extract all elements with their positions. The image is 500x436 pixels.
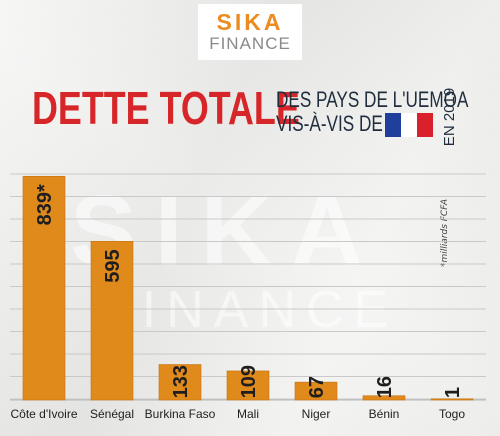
category-label-5: Bénin (369, 407, 400, 421)
category-label-6: Togo (439, 407, 465, 421)
bar-4 (294, 381, 338, 401)
france-flag-icon (385, 113, 433, 137)
watermark-subtext: FINANCE (100, 281, 399, 339)
bar-3 (226, 370, 270, 401)
value-label-0: 839* (34, 184, 56, 225)
category-label-1: Sénégal (90, 407, 134, 421)
flag-white-stripe (401, 113, 417, 137)
chart-subtitle-line1: DES PAYS DE L'UEMOA (276, 87, 469, 112)
sika-finance-logo: SIKA FINANCE (198, 4, 302, 60)
chart-title: DETTE TOTALE (32, 82, 300, 134)
value-label-4: 67 (306, 376, 328, 398)
value-label-2: 133 (170, 365, 192, 398)
category-label-2: Burkina Faso (145, 407, 216, 421)
value-label-5: 16 (374, 376, 396, 398)
flag-red-stripe (417, 113, 433, 137)
logo-name: SIKA (216, 9, 284, 35)
bar-5 (362, 395, 406, 401)
value-labels: 839* 595 133 109 67 16 1 (34, 184, 464, 398)
bar-2 (158, 364, 202, 401)
bars (22, 175, 474, 401)
category-label-3: Mali (237, 407, 259, 421)
category-label-4: Niger (302, 407, 331, 421)
category-label-0: Côte d'Ivoire (11, 407, 78, 421)
bar-1 (90, 241, 134, 401)
bar-6 (430, 398, 474, 401)
logo-subname: FINANCE (209, 34, 291, 53)
category-labels: Côte d'Ivoire Sénégal Burkina Faso Mali Nige… (11, 407, 466, 421)
flag-blue-stripe (385, 113, 401, 137)
value-label-6: 1 (442, 387, 464, 398)
bar-0 (22, 175, 66, 401)
value-label-1: 595 (102, 249, 124, 282)
value-label-3: 109 (238, 365, 260, 398)
